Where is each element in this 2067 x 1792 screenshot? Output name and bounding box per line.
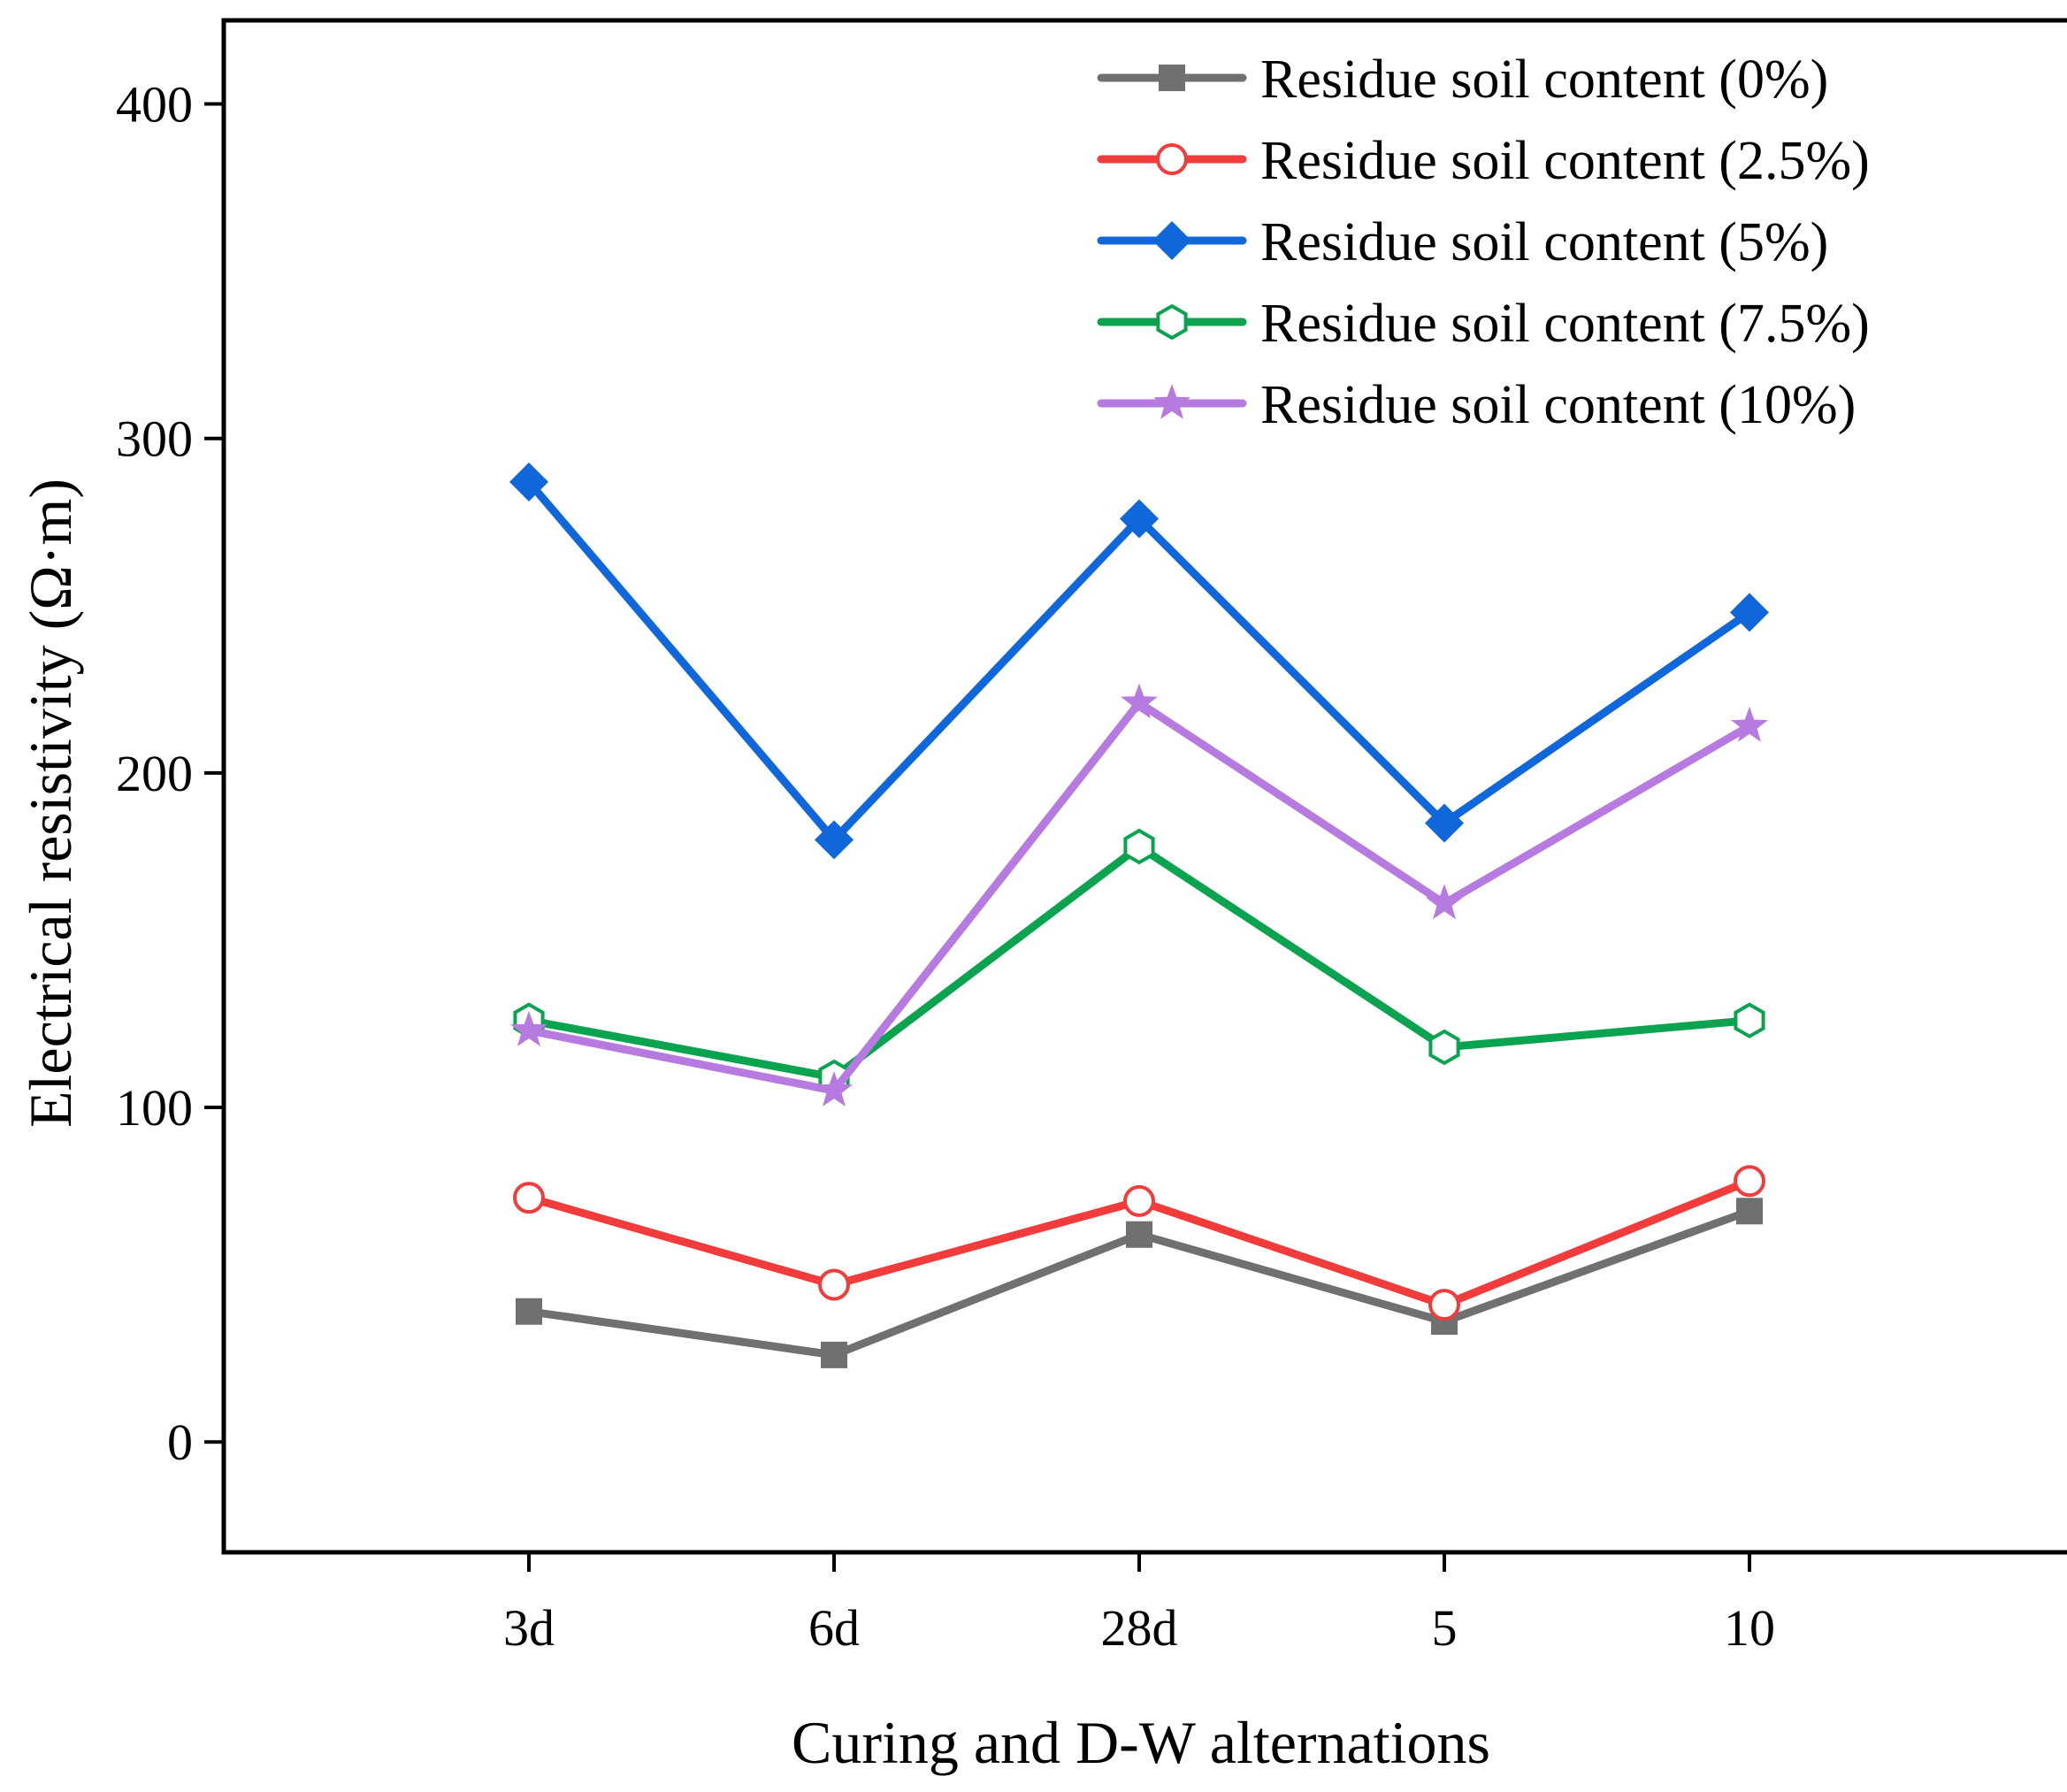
series-layer [509, 462, 1769, 1368]
data-point [1428, 1289, 1460, 1321]
x-axis: 3d 6d 28d 5 10 [503, 1552, 1775, 1657]
data-point [509, 462, 548, 502]
y-tick-label: 300 [116, 410, 193, 468]
legend-label: Residue soil content (10%) [1260, 375, 1856, 435]
legend: Residue soil content (0%) Residue soil co… [1097, 50, 1870, 435]
data-point [1121, 683, 1158, 719]
series-5 [510, 683, 1768, 1107]
data-point [516, 1298, 542, 1325]
plot-frame [221, 18, 2067, 1555]
x-axis-title: Curing and D-W alternations [792, 1709, 1490, 1776]
x-tick-label: 3d [503, 1599, 555, 1657]
data-point [1734, 1165, 1765, 1198]
legend-marker [1156, 143, 1188, 175]
data-point [513, 1182, 545, 1214]
data-point [821, 1341, 847, 1368]
y-tick-label: 0 [167, 1413, 193, 1471]
data-point [1126, 1221, 1152, 1248]
x-tick-label: 6d [808, 1599, 860, 1657]
y-axis-title: Electrical resistivity (Ω·m) [17, 479, 84, 1128]
x-tick-label: 5 [1432, 1599, 1458, 1657]
x-tick-label: 10 [1724, 1599, 1775, 1657]
legend-item: Residue soil content (2.5%) [1097, 131, 1870, 191]
data-point [1730, 593, 1769, 632]
y-tick-label: 400 [116, 76, 193, 134]
legend-item: Residue soil content (7.5%) [1097, 294, 1870, 354]
legend-marker [1153, 384, 1190, 419]
data-point [510, 1011, 547, 1046]
legend-label: Residue soil content (2.5%) [1260, 131, 1870, 191]
data-point [818, 1268, 850, 1301]
data-point [1120, 499, 1159, 539]
data-point [1123, 1184, 1155, 1217]
legend-label: Residue soil content (7.5%) [1260, 294, 1870, 354]
series-1 [516, 1198, 1763, 1368]
data-point [1734, 1002, 1765, 1039]
data-point [815, 1071, 853, 1107]
y-tick-label: 100 [116, 1079, 193, 1137]
legend-marker [1156, 303, 1188, 341]
data-point [1736, 1198, 1763, 1225]
series-3 [509, 462, 1769, 860]
legend-marker [1159, 65, 1185, 91]
data-point [1428, 1029, 1460, 1066]
data-point [1731, 706, 1768, 742]
data-point [815, 820, 854, 860]
legend-label: Residue soil content (0%) [1260, 50, 1828, 110]
data-point [1425, 803, 1464, 843]
legend-item: Residue soil content (10%) [1097, 375, 1856, 435]
data-point [1426, 884, 1463, 920]
legend-item: Residue soil content (0%) [1097, 50, 1828, 110]
legend-item: Residue soil content (5%) [1097, 212, 1828, 272]
y-tick-label: 200 [116, 745, 193, 802]
legend-label: Residue soil content (5%) [1260, 212, 1828, 272]
legend-marker [1152, 221, 1191, 260]
data-point [1123, 828, 1155, 865]
series-line [524, 699, 1754, 1095]
series-2 [513, 1165, 1765, 1321]
series-line [524, 842, 1754, 1082]
x-tick-label: 28d [1101, 1599, 1178, 1657]
series-4 [513, 828, 1765, 1096]
y-axis: 0 100 200 300 400 [116, 76, 224, 1471]
